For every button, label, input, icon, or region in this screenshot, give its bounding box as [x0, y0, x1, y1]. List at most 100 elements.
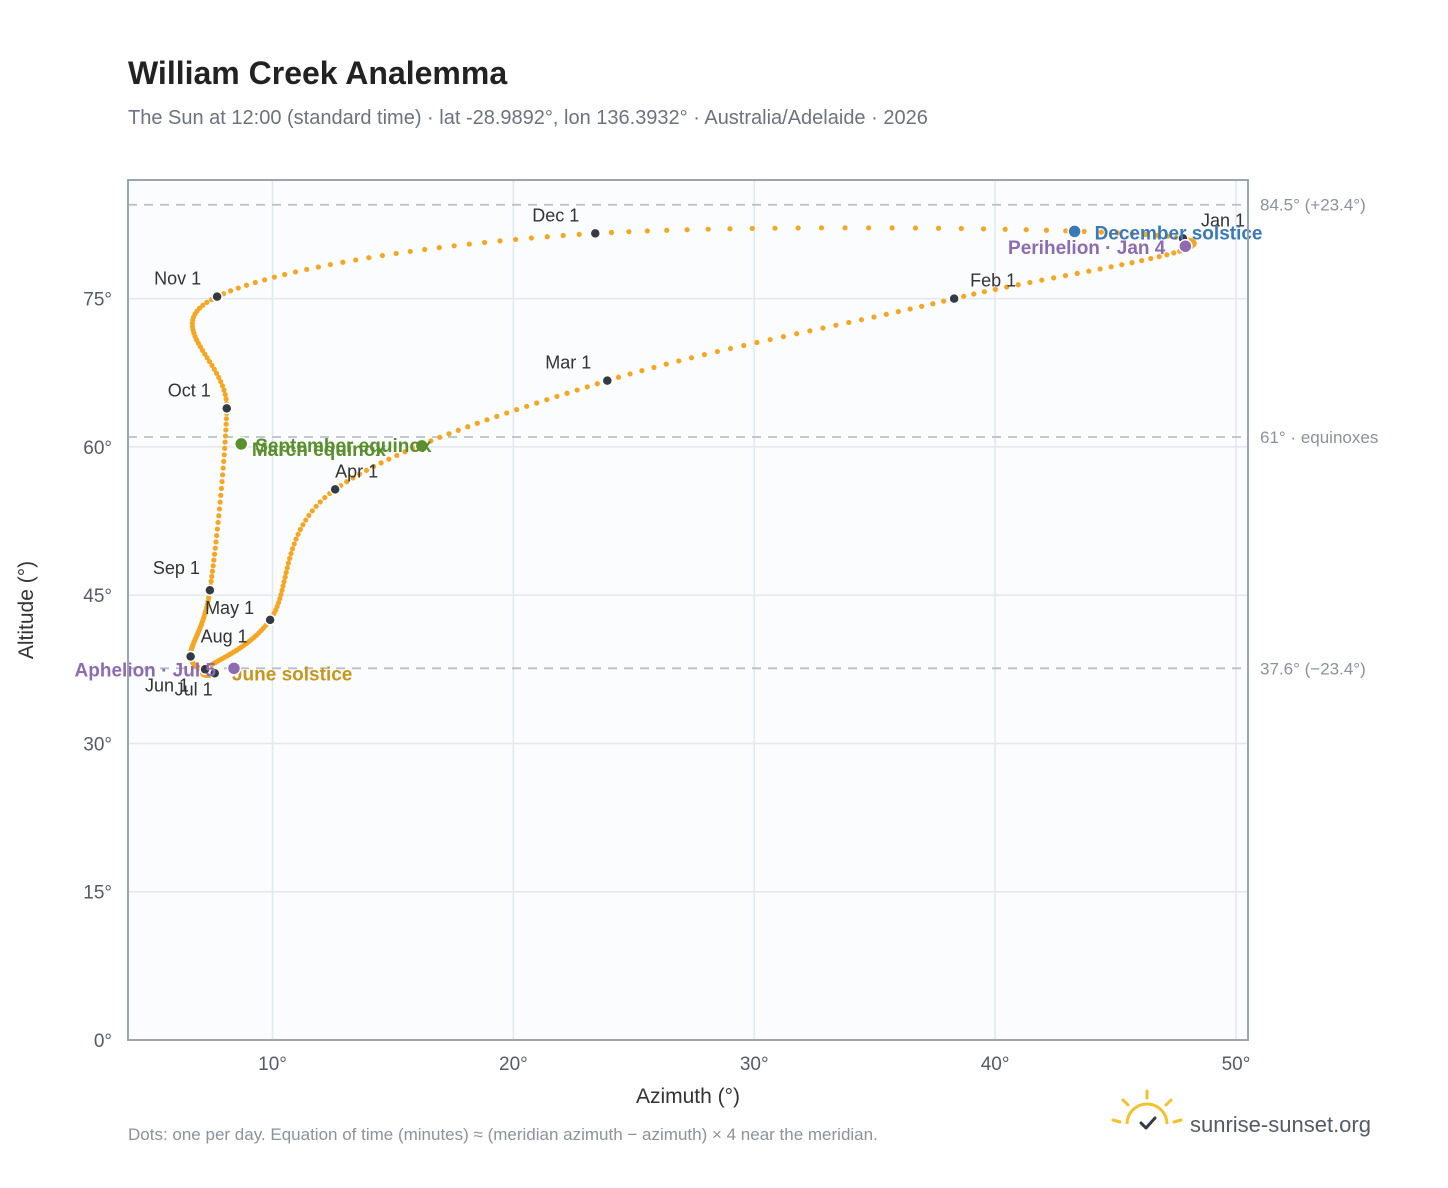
daily-sun-dot: [741, 342, 747, 349]
event-marker: [1178, 238, 1193, 254]
daily-sun-dot: [218, 485, 225, 492]
daily-sun-dot: [833, 322, 839, 328]
daily-sun-dot: [366, 255, 372, 261]
daily-sun-dot: [344, 479, 350, 485]
daily-sun-dot: [474, 420, 480, 426]
daily-sun-dot: [754, 339, 760, 346]
daily-sun-dot: [749, 225, 755, 232]
daily-sun-dot: [907, 306, 913, 312]
daily-sun-dot: [727, 345, 734, 352]
daily-sun-dot: [356, 471, 363, 477]
daily-sun-dot: [554, 393, 560, 400]
plot-area: [128, 180, 1248, 1040]
month-label: Sep 1: [153, 558, 200, 578]
daily-sun-dot: [772, 225, 778, 231]
daily-sun-dot: [484, 417, 490, 423]
daily-sun-dot: [218, 378, 224, 385]
daily-sun-dot: [504, 410, 510, 416]
daily-sun-dot: [208, 578, 214, 584]
brand-name: sunrise-sunset.org: [1190, 1112, 1371, 1137]
daily-sun-dot: [219, 478, 225, 485]
daily-sun-dot: [217, 499, 223, 505]
daily-sun-dot: [513, 236, 519, 243]
daily-sun-dot: [271, 274, 277, 280]
month-marker: [589, 227, 602, 240]
daily-sun-dot: [363, 467, 370, 473]
sun-logo-icon: [1111, 1089, 1183, 1130]
month-marker: [948, 292, 960, 305]
daily-sun-dot: [871, 314, 877, 320]
daily-sun-dot: [584, 384, 590, 390]
daily-sun-dot: [1119, 262, 1125, 268]
daily-sun-dot: [684, 227, 690, 233]
daily-sun-dot: [1051, 275, 1057, 281]
month-label: Feb 1: [970, 271, 1016, 291]
daily-sun-dot: [278, 591, 284, 598]
event-label: March equinox: [252, 440, 387, 461]
x-tick-label: 30°: [740, 1054, 769, 1075]
daily-sun-dot: [209, 573, 215, 580]
daily-sun-dot: [371, 463, 377, 470]
daily-sun-dot: [223, 421, 229, 427]
daily-sun-dot: [1027, 279, 1033, 286]
x-tick-label: 10°: [258, 1054, 287, 1075]
daily-sun-dot: [200, 302, 206, 308]
month-label: Dec 1: [532, 205, 579, 225]
x-tick-label: 50°: [1222, 1054, 1251, 1075]
event-label: September equinox: [255, 436, 432, 457]
daily-sun-dot: [465, 424, 471, 430]
daily-sun-dot: [1129, 260, 1135, 266]
daily-sun-dot: [222, 445, 228, 451]
month-label: Apr 1: [335, 461, 378, 481]
daily-sun-dot: [992, 286, 998, 292]
daily-sun-dot: [282, 271, 288, 278]
daily-sun-dot: [889, 225, 895, 231]
daily-sun-dot: [220, 465, 226, 471]
reference-line-label: 84.5° (+23.4°): [1260, 196, 1366, 215]
daily-sun-dot: [865, 225, 872, 231]
daily-sun-dot: [407, 248, 413, 255]
daily-sun-dot: [1086, 268, 1092, 274]
daily-sun-dot: [446, 431, 452, 437]
daily-sun-dot: [514, 407, 520, 413]
daily-sun-dot: [1156, 254, 1162, 260]
month-label: Oct 1: [168, 380, 211, 400]
daily-sun-dot: [277, 596, 283, 602]
daily-sun-dot: [767, 336, 773, 343]
daily-sun-dot: [626, 229, 632, 235]
daily-sun-dot: [544, 397, 550, 403]
daily-sun-dot: [222, 433, 229, 439]
daily-sun-dot: [284, 565, 290, 571]
daily-sun-dot: [437, 434, 443, 440]
x-tick-label: 40°: [981, 1054, 1010, 1075]
daily-sun-dot: [971, 291, 977, 297]
daily-sun-dot: [309, 508, 315, 514]
event-label: June solstice: [232, 664, 352, 685]
daily-sun-dot: [820, 325, 826, 331]
month-marker: [221, 402, 233, 415]
daily-sun-dot: [941, 298, 947, 304]
daily-sun-dot: [214, 532, 220, 539]
daily-sun-dot: [842, 225, 848, 231]
daily-sun-dot: [795, 225, 801, 231]
daily-sun-dot: [204, 299, 210, 305]
daily-sun-dot: [1165, 233, 1171, 239]
daily-sun-dot: [1114, 230, 1121, 236]
daily-sun-dot: [221, 387, 227, 393]
daily-sun-dot: [317, 499, 323, 505]
daily-sun-dot: [481, 239, 488, 246]
daily-sun-dot: [322, 495, 328, 501]
daily-sun-dot: [883, 311, 889, 317]
footnote: Dots: one per day. Equation of time (min…: [128, 1125, 878, 1144]
month-marker: [329, 483, 341, 496]
month-marker: [211, 290, 223, 303]
daily-sun-dot: [235, 285, 241, 291]
daily-sun-dot: [283, 569, 289, 576]
daily-sun-dot: [223, 427, 229, 433]
daily-sun-dot: [919, 303, 925, 309]
daily-sun-dot: [297, 526, 304, 533]
daily-sun-dot: [428, 438, 434, 444]
daily-sun-dot: [304, 266, 310, 273]
daily-sun-dot: [1062, 273, 1069, 279]
daily-sun-dot: [935, 225, 942, 231]
